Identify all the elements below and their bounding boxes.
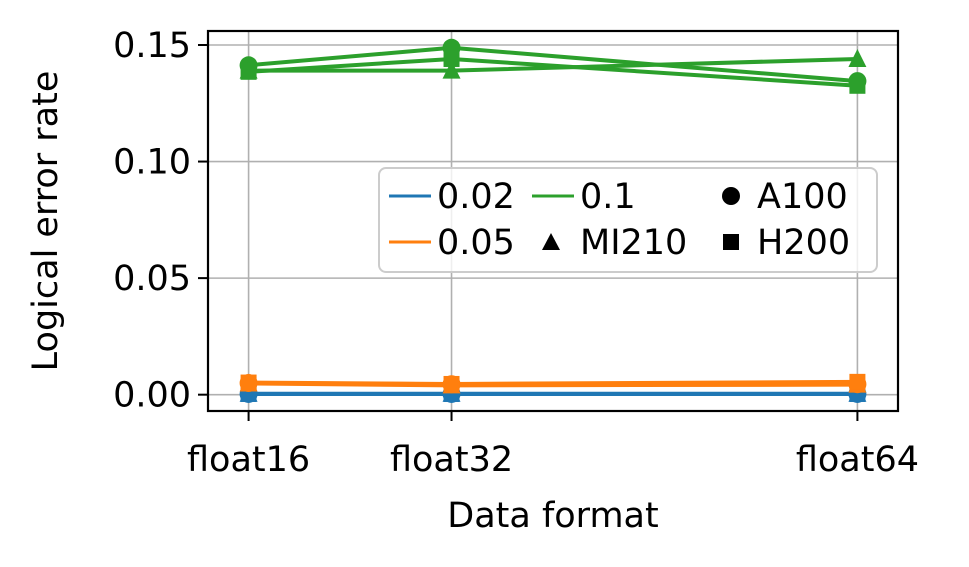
y-tick-label: 0.05 xyxy=(113,259,191,299)
x-tick-label: float32 xyxy=(390,440,513,480)
legend-label-device-0: A100 xyxy=(757,177,848,217)
legend-triangle-marker-icon xyxy=(542,233,560,250)
plot-frame xyxy=(206,29,900,413)
legend-label-rate-1: 0.05 xyxy=(437,223,515,263)
y-axis-label: Logical error rate xyxy=(26,71,66,372)
data-point-square xyxy=(849,77,866,94)
data-point-square xyxy=(240,374,257,391)
data-point-square xyxy=(443,375,460,392)
x-tick-label: float16 xyxy=(187,440,310,480)
data-point-square xyxy=(849,373,866,390)
x-tick-label: float64 xyxy=(796,440,919,480)
legend-square-marker-icon xyxy=(723,234,739,250)
data-point-triangle xyxy=(442,60,461,79)
data-point-triangle xyxy=(848,48,867,67)
series-line xyxy=(248,379,858,386)
series-lines xyxy=(239,38,867,403)
y-tick-label: 0.15 xyxy=(113,26,191,66)
data-point-square xyxy=(240,63,257,80)
legend-label-device-2: H200 xyxy=(757,223,850,263)
legend: 0.02 0.05 0.1 A100 MI210 H200 xyxy=(378,167,878,273)
legend-label-device-1: MI210 xyxy=(580,223,687,263)
data-point-square xyxy=(443,50,460,67)
y-tick-label: 0.00 xyxy=(113,376,191,416)
x-axis-label: Data format xyxy=(447,496,658,536)
legend-label-rate-2: 0.1 xyxy=(580,177,636,217)
legend-circle-marker-icon xyxy=(722,187,740,205)
legend-box xyxy=(378,167,878,273)
legend-label-rate-0: 0.02 xyxy=(437,177,515,217)
y-tick-label: 0.10 xyxy=(113,143,191,183)
axis-ticks: float16 float32 float64 0.00 0.05 0.10 0.15 xyxy=(113,26,919,480)
